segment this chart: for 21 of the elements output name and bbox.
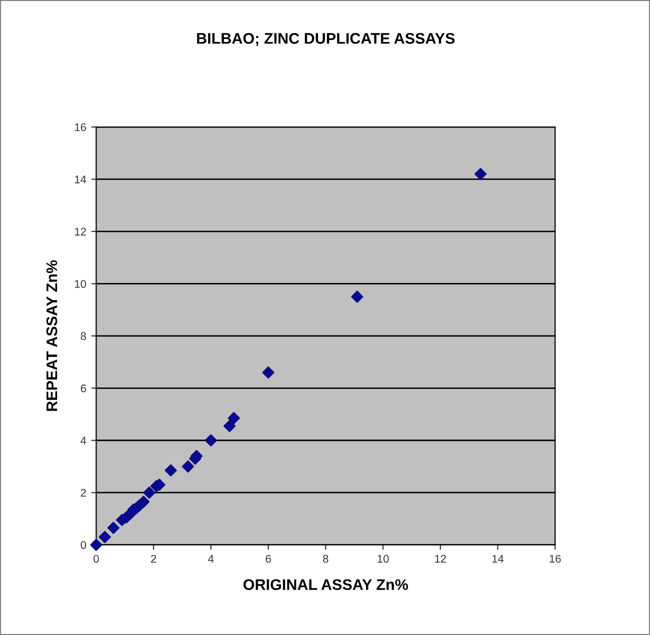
- chart-title: BILBAO; ZINC DUPLICATE ASSAYS: [197, 33, 455, 46]
- x-tick-label: 0: [94, 554, 99, 563]
- y-tick-label: 10: [74, 280, 86, 288]
- y-tick-label: 4: [80, 436, 86, 444]
- y-tick-label: 12: [74, 228, 86, 236]
- y-tick-label: 2: [80, 488, 86, 497]
- x-axis-title: ORIGINAL ASSAY Zn%: [243, 579, 408, 590]
- y-tick-label: 6: [80, 384, 86, 392]
- x-tick-label: 6: [266, 554, 271, 563]
- y-axis-title: REPEAT ASSAY Zn%: [46, 260, 58, 411]
- x-tick-label: 16: [550, 554, 561, 563]
- x-tick-label: 12: [435, 554, 446, 563]
- x-tick-label: 14: [492, 554, 504, 563]
- y-tick-label: 14: [74, 176, 86, 184]
- x-tick-label: 4: [208, 554, 214, 563]
- x-tick-label: 2: [151, 554, 156, 563]
- x-tick-label: 8: [323, 554, 328, 563]
- y-tick-label: 8: [80, 332, 86, 340]
- y-tick-label: 0: [80, 541, 86, 549]
- x-tick-label: 10: [378, 554, 389, 563]
- y-tick-label: 16: [74, 123, 86, 132]
